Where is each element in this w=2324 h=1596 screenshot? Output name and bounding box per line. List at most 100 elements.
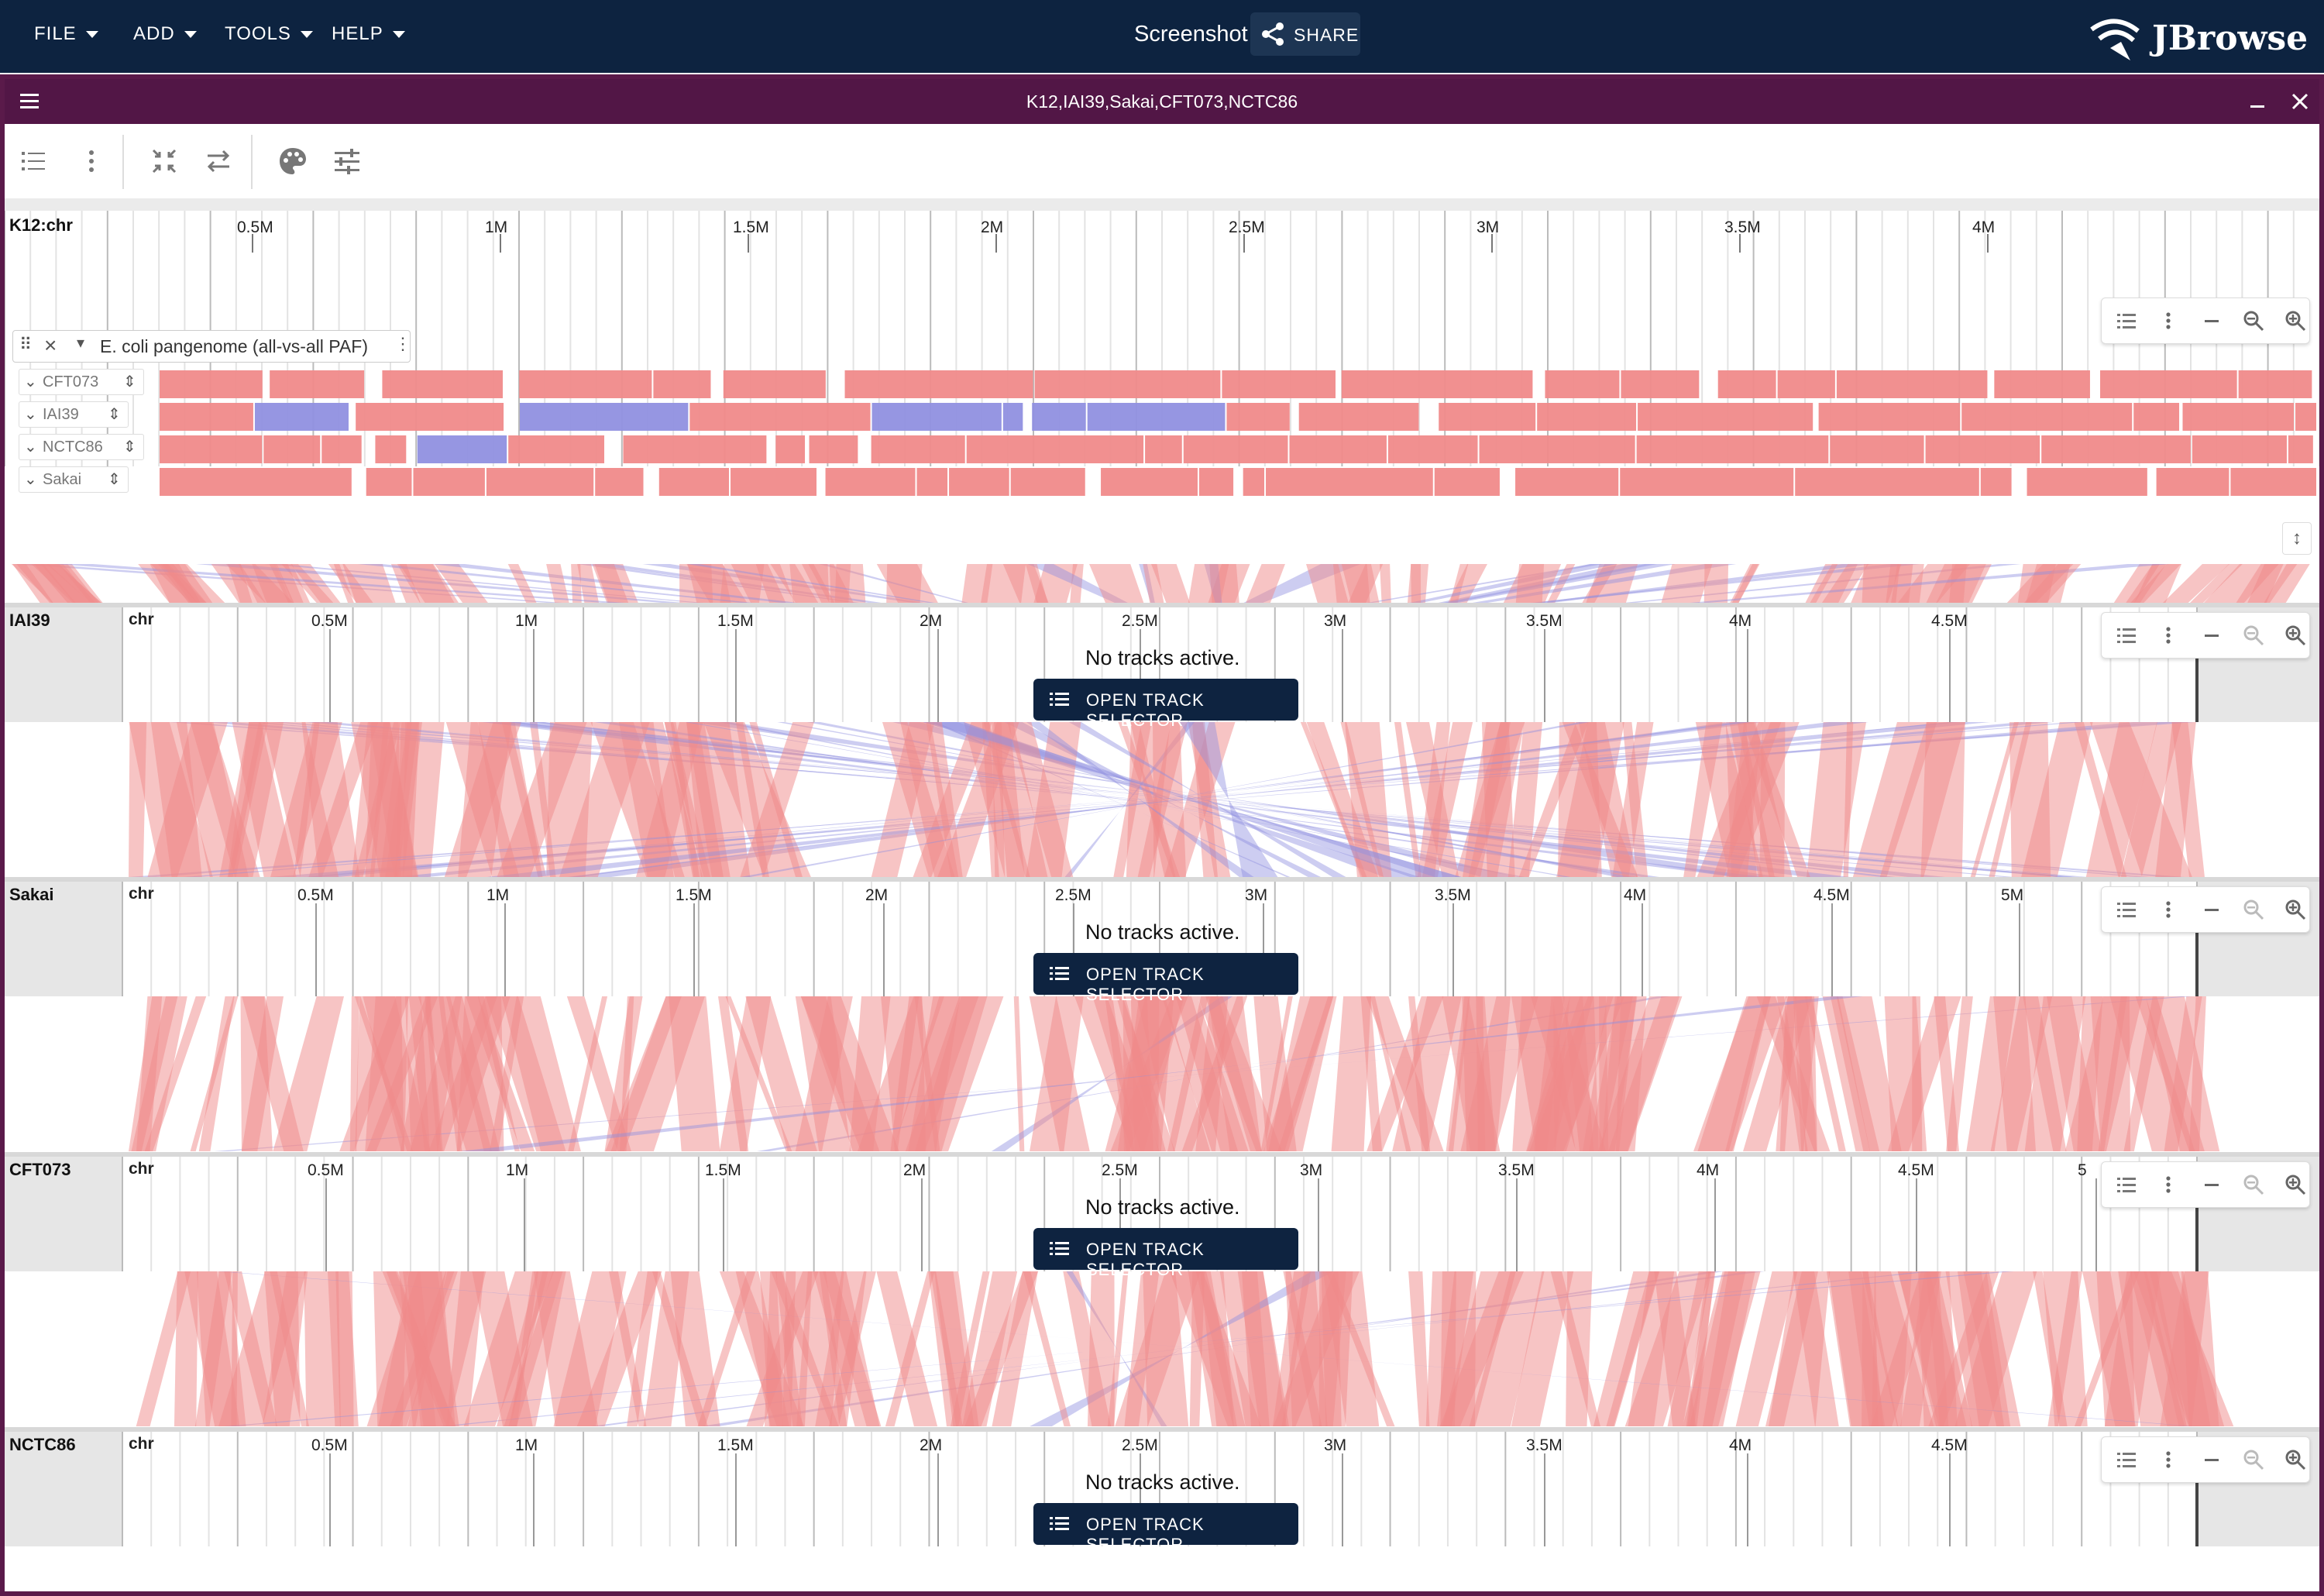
synteny-ribbons [129, 722, 2205, 877]
ruler-tick-label: 1.5M [717, 1436, 754, 1454]
chevron-down-icon[interactable]: ⌄ [24, 439, 37, 456]
track-list-icon [1050, 693, 1069, 706]
minimize-icon[interactable] [2248, 91, 2268, 112]
close-icon[interactable] [2290, 91, 2310, 112]
zoom-out-button[interactable] [2201, 1449, 2223, 1470]
track-list-icon[interactable] [2116, 1449, 2137, 1470]
more-vert-icon[interactable]: ⋮ [394, 334, 411, 353]
more-vert-icon[interactable] [84, 147, 99, 175]
more-vert-icon[interactable] [2157, 624, 2179, 646]
ruler-tick-label: 2M [920, 1436, 943, 1454]
subtrack-name: NCTC86 [43, 439, 103, 456]
zoom-out-button[interactable] [2201, 899, 2223, 920]
ruler-tick-label: 1M [486, 886, 510, 904]
zoom-out-icon[interactable] [2243, 899, 2264, 920]
zoom-out-icon[interactable] [2243, 310, 2264, 332]
zoom-in-icon[interactable] [2284, 310, 2306, 332]
swap-icon[interactable] [205, 147, 232, 175]
zoom-in-icon[interactable] [2284, 1174, 2306, 1195]
track-list-icon [1050, 1242, 1069, 1255]
sort-icon[interactable]: ⇕ [123, 439, 136, 456]
more-vert-icon[interactable] [2157, 1449, 2179, 1470]
track-label[interactable]: ⠿ × ▾ E. coli pangenome (all-vs-all PAF) ⋮ [12, 330, 411, 363]
more-vert-icon[interactable] [2157, 310, 2179, 332]
open-track-selector-button[interactable]: OPEN TRACK SELECTOR [1033, 953, 1298, 1004]
share-button[interactable]: SHARE [1250, 12, 1360, 56]
subtrack-label[interactable]: ⌄ Sakai ⇕ [19, 466, 129, 493]
subtrack-name: IAI39 [43, 406, 79, 423]
ruler-tick-label: 0.5M [308, 1161, 344, 1179]
ruler-tick-label: 2M [903, 1161, 927, 1179]
add-menu[interactable]: ADD [133, 23, 197, 45]
alignment-row [160, 468, 2316, 496]
ruler-tick-label: 4.5M [1931, 1436, 1968, 1454]
resize-height-icon[interactable]: ↕ [2282, 522, 2312, 555]
zoom-in-icon[interactable] [2284, 624, 2306, 646]
ruler-tick-label: 1M [515, 1436, 538, 1454]
chevron-down-icon[interactable]: ⌄ [24, 406, 37, 423]
zoom-in-icon[interactable] [2284, 899, 2306, 920]
collapse-icon[interactable] [150, 147, 178, 175]
view-controls [2101, 612, 2310, 659]
ruler-tick-label: 0.5M [311, 612, 348, 630]
ruler-tick-label: 1.5M [717, 612, 754, 630]
chevron-down-icon[interactable]: ⌄ [24, 471, 37, 488]
zoom-out-icon[interactable] [2243, 624, 2264, 646]
zoom-in-icon[interactable] [2284, 1449, 2306, 1470]
tools-menu[interactable]: TOOLS [225, 23, 313, 45]
sort-icon[interactable]: ⇕ [108, 406, 121, 423]
tools-menu-label: TOOLS [225, 23, 291, 44]
drag-handle-icon[interactable]: ⠿ [19, 335, 33, 354]
share-label: SHARE [1294, 25, 1360, 45]
view-toolbar [5, 124, 2319, 198]
view-menu-icon[interactable] [19, 90, 42, 113]
sort-icon[interactable]: ⇕ [108, 471, 121, 488]
ruler-tick-label: 2.5M [1055, 886, 1092, 904]
track-list-icon[interactable] [2116, 899, 2137, 920]
chevron-down-icon [392, 31, 405, 39]
zoom-out-icon[interactable] [2243, 1449, 2264, 1470]
open-track-selector-button[interactable]: OPEN TRACK SELECTOR [1033, 1503, 1298, 1554]
track-list-icon[interactable] [2116, 1174, 2137, 1195]
file-menu[interactable]: FILE [34, 23, 98, 45]
subtrack-label[interactable]: ⌄ IAI39 ⇕ [19, 401, 129, 428]
ruler-tick-label: 3.5M [1526, 612, 1563, 630]
synteny-ribbons [129, 996, 2220, 1151]
ruler-tick-label: 3.5M [1724, 218, 1761, 236]
open-track-selector-label: OPEN TRACK SELECTOR [1086, 690, 1205, 730]
open-track-selector-button[interactable]: OPEN TRACK SELECTOR [1033, 1228, 1298, 1279]
view-controls [2101, 1161, 2310, 1208]
open-track-selector-button[interactable]: OPEN TRACK SELECTOR [1033, 679, 1298, 730]
zoom-out-button[interactable] [2201, 624, 2223, 646]
subtrack-label[interactable]: ⌄ CFT073 ⇕ [19, 369, 144, 395]
track-list-icon[interactable] [2116, 624, 2137, 646]
zoom-out-button[interactable] [2201, 310, 2223, 332]
zoom-out-button[interactable] [2201, 1174, 2223, 1195]
ruler-tick-label: 0.5M [297, 886, 334, 904]
ruler-tick-label: 2M [981, 218, 1004, 236]
track-list-icon[interactable] [20, 147, 48, 175]
ruler-tick-label: 4.5M [1931, 612, 1968, 630]
ruler-tick-label: 3.5M [1435, 886, 1471, 904]
subtrack-label[interactable]: ⌄ NCTC86 ⇕ [19, 434, 144, 460]
view-title[interactable]: K12,IAI39,Sakai,CFT073,NCTC86 [1026, 91, 1298, 112]
ruler-tick-label: 4M [1729, 1436, 1752, 1454]
sort-icon[interactable]: ⇕ [123, 373, 136, 390]
ruler-tick-label: 1M [515, 612, 538, 630]
ruler-tick-label: 1.5M [733, 218, 769, 236]
ruler-tick-label: 3.5M [1526, 1436, 1563, 1454]
more-vert-icon[interactable] [2157, 1174, 2179, 1195]
session-title[interactable]: Screenshot [1134, 22, 1248, 46]
view-controls [2101, 886, 2310, 933]
help-menu[interactable]: HELP [332, 23, 405, 45]
track-list-icon[interactable] [2116, 310, 2137, 332]
zoom-out-icon[interactable] [2243, 1174, 2264, 1195]
palette-icon[interactable] [277, 146, 308, 177]
more-vert-icon[interactable] [2157, 899, 2179, 920]
ruler-tick-label: 1M [506, 1161, 529, 1179]
chevron-down-icon[interactable]: ⌄ [24, 373, 37, 390]
track-list-icon [1050, 1517, 1069, 1530]
tune-icon[interactable] [332, 146, 363, 177]
chevron-down-icon[interactable]: ▾ [77, 335, 85, 352]
close-icon[interactable]: × [44, 333, 57, 357]
